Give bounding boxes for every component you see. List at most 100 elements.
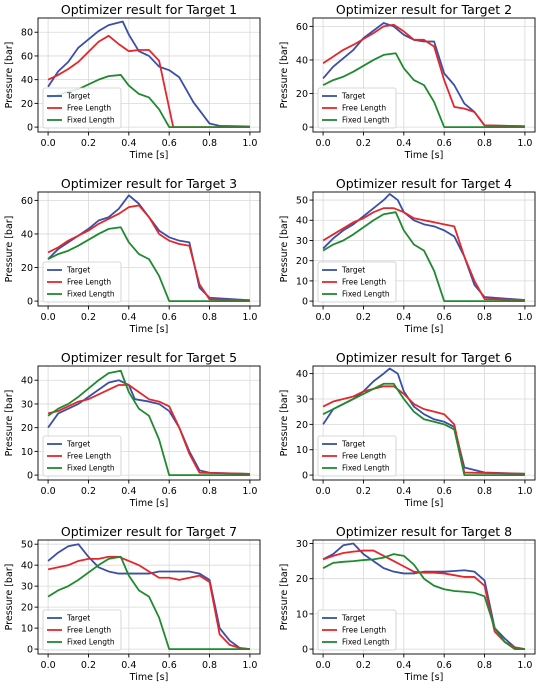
x-tick-label: 0.4	[121, 312, 136, 323]
legend-label: Fixed Length	[342, 464, 390, 473]
x-tick-label: 0.0	[316, 138, 331, 149]
x-tick-label: 0.8	[202, 486, 217, 497]
y-tick-label: 0	[302, 122, 308, 133]
legend-label: Target	[341, 92, 365, 101]
y-tick-label: 50	[21, 540, 33, 551]
x-tick-label: 0.2	[81, 138, 96, 149]
series-line-free	[47, 34, 250, 128]
x-axis-label: Time [s]	[404, 498, 444, 509]
y-tick-label: 20	[296, 574, 308, 585]
legend-label: Fixed Length	[67, 116, 115, 125]
y-tick-label: 20	[21, 423, 33, 434]
plot-frame	[312, 191, 536, 307]
x-tick-label: 0.0	[41, 138, 56, 149]
legend-label: Free Length	[67, 104, 111, 113]
legend-label: Target	[341, 614, 365, 623]
chart-title: Optimizer result for Target 4	[336, 176, 512, 191]
legend-box	[42, 87, 122, 129]
legend-box	[317, 609, 397, 651]
plot-frame	[37, 365, 261, 481]
y-tick-label: 20	[296, 420, 308, 431]
legend-label: Free Length	[67, 278, 111, 287]
y-tick-label: 60	[21, 51, 33, 62]
x-tick-label: 0.8	[202, 312, 217, 323]
y-tick-label: 40	[21, 75, 33, 86]
chart-title: Optimizer result for Target 6	[336, 350, 512, 365]
plot-frame	[312, 539, 536, 655]
legend-box	[317, 87, 397, 129]
x-tick-label: 0.2	[81, 486, 96, 497]
x-axis-label: Time [s]	[404, 324, 444, 335]
y-tick-label: 30	[296, 394, 308, 405]
legend-box	[42, 261, 122, 303]
chart-3: 0.0 0.2 0.4 0.6 0.8 1.0 0 20 40 60 Optimizer resul…	[4, 176, 261, 335]
x-tick-label: 0.4	[396, 312, 411, 323]
series-line-fixed	[47, 226, 250, 302]
series-line-fixed	[322, 52, 525, 128]
legend-label: Fixed Length	[342, 638, 390, 647]
y-tick-label: 20	[21, 603, 33, 614]
legend-label: Target	[66, 266, 90, 275]
y-tick-label: 10	[21, 447, 33, 458]
series-line-fixed	[47, 369, 250, 476]
series-line-free	[47, 204, 250, 302]
x-tick-label: 0.4	[396, 486, 411, 497]
y-tick-label: 10	[296, 609, 308, 620]
x-tick-label: 0.2	[356, 486, 371, 497]
legend-label: Free Length	[67, 452, 111, 461]
legend-label: Free Length	[342, 278, 386, 287]
chart-title: Optimizer result for Target 2	[336, 2, 512, 17]
chart-2: 0.0 0.2 0.4 0.6 0.8 1.0 0 20 40 60 Optimizer resul…	[279, 2, 536, 161]
legend-label: Target	[66, 440, 90, 449]
chart-title: Optimizer result for Target 3	[61, 176, 237, 191]
y-tick-label: 80	[21, 28, 33, 39]
x-tick-label: 0.8	[477, 660, 492, 671]
y-tick-label: 0	[27, 470, 33, 481]
y-tick-label: 20	[296, 256, 308, 267]
y-axis-label: Pressure [bar]	[279, 390, 290, 457]
legend-label: Fixed Length	[67, 464, 115, 473]
y-tick-label: 50	[296, 195, 308, 206]
legend-box	[317, 435, 397, 477]
chart-5: 0.0 0.2 0.4 0.6 0.8 1.0 0 10 20 30 40 Optimizer res…	[4, 350, 261, 509]
x-tick-label: 1.0	[242, 138, 257, 149]
y-axis-label: Pressure [bar]	[4, 216, 15, 283]
x-tick-label: 0.0	[316, 660, 331, 671]
x-tick-label: 0.2	[356, 138, 371, 149]
x-tick-label: 0.8	[477, 138, 492, 149]
x-tick-label: 0.0	[316, 486, 331, 497]
x-tick-label: 0.8	[202, 138, 217, 149]
legend-label: Target	[341, 440, 365, 449]
chart-title: Optimizer result for Target 8	[336, 524, 512, 539]
x-axis-label: Time [s]	[404, 150, 444, 161]
y-tick-label: 0	[302, 470, 308, 481]
series-line-fixed	[322, 211, 525, 302]
y-tick-label: 60	[296, 22, 308, 33]
x-tick-label: 1.0	[517, 486, 532, 497]
legend-label: Free Length	[342, 104, 386, 113]
x-tick-label: 0.2	[81, 312, 96, 323]
y-tick-label: 0	[302, 296, 308, 307]
legend-label: Fixed Length	[67, 290, 115, 299]
y-tick-label: 40	[21, 561, 33, 572]
series-line-free	[322, 23, 525, 128]
series-line-fixed	[322, 382, 525, 476]
x-tick-label: 0.6	[437, 660, 452, 671]
x-tick-label: 1.0	[242, 312, 257, 323]
y-tick-label: 0	[27, 296, 33, 307]
series-line-target	[47, 379, 250, 475]
x-axis-label: Time [s]	[129, 324, 169, 335]
legend-label: Free Length	[342, 626, 386, 635]
legend-box	[42, 609, 122, 651]
y-tick-label: 0	[27, 122, 33, 133]
x-tick-label: 0.6	[162, 660, 177, 671]
legend-label: Free Length	[342, 452, 386, 461]
x-tick-label: 0.2	[81, 660, 96, 671]
chart-1: 0.0 0.2 0.4 0.6 0.8 1.0 0 20 40 60 80 Optimizer res…	[4, 2, 261, 161]
series-line-free	[47, 384, 250, 475]
series-line-free	[322, 207, 525, 301]
x-axis-label: Time [s]	[129, 150, 169, 161]
y-tick-label: 30	[296, 539, 308, 550]
legend-label: Fixed Length	[342, 290, 390, 299]
